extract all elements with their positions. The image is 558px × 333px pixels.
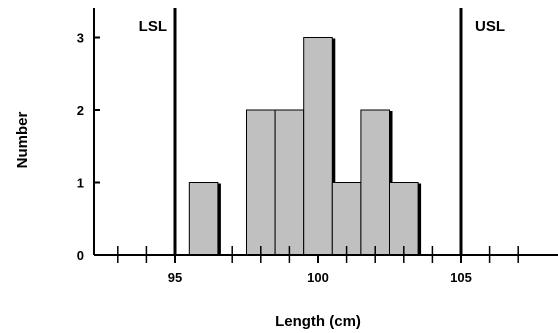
histogram-bar-4 [303, 37, 333, 256]
y-axis-title: Number [14, 112, 31, 169]
histogram-bar-6 [360, 109, 390, 256]
bars-layer [188, 37, 422, 256]
x-tick-label-95: 95 [168, 270, 182, 285]
lsl-label: LSL [139, 18, 167, 35]
axes-layer: 0 1 2 3 95 100 105 [77, 8, 558, 285]
histogram-bar-2 [246, 109, 276, 256]
y-tick-label-1: 1 [77, 176, 84, 191]
x-tick-label-105: 105 [450, 270, 472, 285]
histogram-bar-7 [389, 182, 419, 256]
y-tick-label-3: 3 [77, 31, 84, 46]
y-tick-label-0: 0 [77, 248, 84, 263]
histogram-bar-1 [188, 182, 219, 256]
histogram-bar-5 [331, 182, 362, 256]
usl-label: USL [475, 18, 505, 35]
x-axis-title: Length (cm) [275, 313, 361, 330]
spec-limits-layer: LSL USL [139, 8, 505, 255]
histogram-bar-3 [274, 109, 305, 256]
y-tick-label-2: 2 [77, 103, 84, 118]
x-tick-label-100: 100 [307, 270, 329, 285]
